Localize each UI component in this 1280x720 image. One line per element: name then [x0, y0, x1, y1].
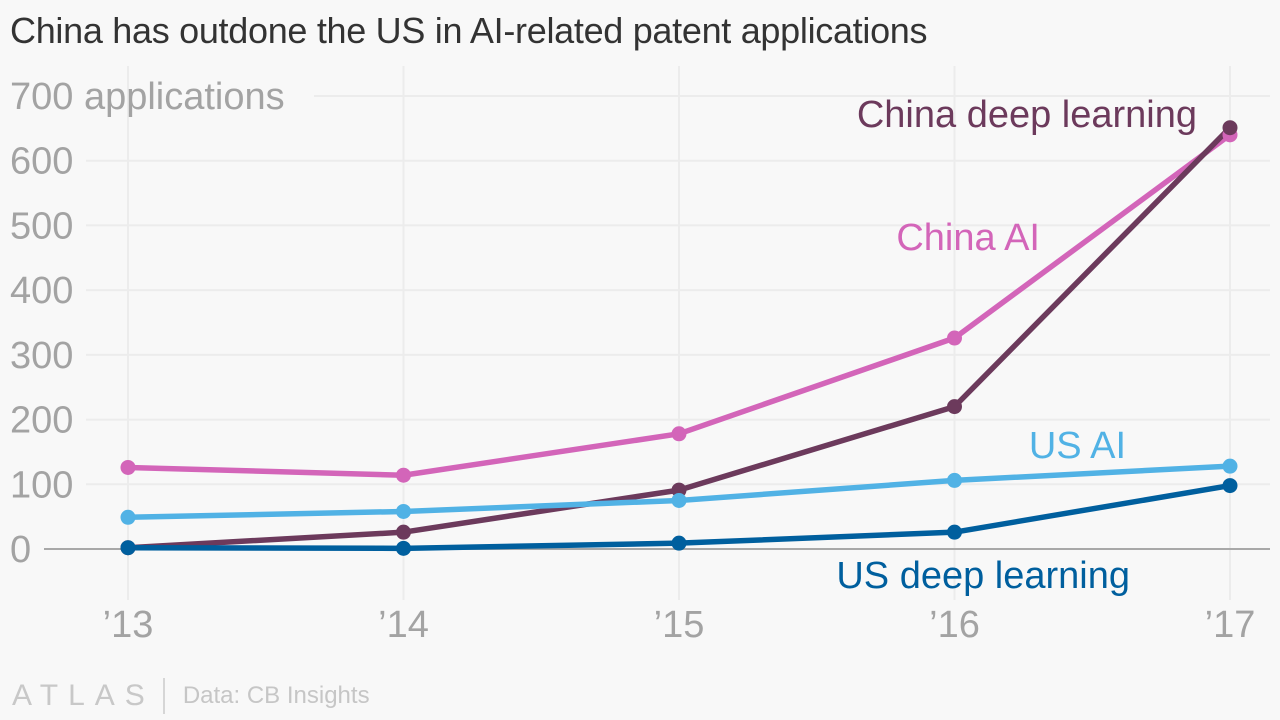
data-point-us-ai — [120, 509, 136, 525]
series-label-china-ai: China AI — [896, 217, 1040, 259]
data-source: Data: CB Insights — [182, 682, 370, 709]
y-tick-label: 500 — [10, 205, 73, 247]
x-tick-label: ’13 — [103, 604, 154, 646]
data-point-china-deep-learning — [1222, 120, 1238, 136]
data-point-us-ai — [671, 492, 687, 508]
series-label-us-deep-learning: US deep learning — [836, 555, 1130, 597]
data-point-china-ai — [396, 467, 411, 483]
data-point-us-ai — [1222, 458, 1238, 474]
footer-divider — [162, 678, 165, 714]
y-tick-label: 400 — [10, 270, 73, 312]
data-point-us-deep-learning — [671, 535, 687, 551]
y-tick-label: 200 — [10, 400, 73, 442]
data-point-china-deep-learning — [671, 482, 687, 498]
data-point-china-deep-learning — [947, 399, 962, 415]
gridlines — [44, 66, 1270, 600]
footer: ATLAS Data: CB Insights — [12, 676, 370, 716]
data-point-china-ai — [671, 426, 687, 442]
data-point-us-deep-learning — [120, 540, 136, 556]
y-tick-label: 100 — [10, 464, 73, 506]
x-axis: ’13 ’14 ’15 ’16 ’17 — [103, 604, 1256, 646]
series-label-china-deep-learning: China deep learning — [857, 94, 1197, 136]
series-labels: China AI China deep learning US AI US deep … — [836, 94, 1197, 597]
series-points — [120, 120, 1238, 556]
data-point-us-deep-learning — [947, 524, 962, 540]
x-tick-label: ’17 — [1205, 604, 1256, 646]
atlas-logo: ATLAS — [12, 679, 155, 712]
data-point-china-deep-learning — [396, 524, 411, 540]
data-point-us-ai — [947, 472, 962, 488]
data-point-us-deep-learning — [396, 540, 411, 556]
y-tick-label: 600 — [10, 141, 73, 183]
data-point-us-deep-learning — [1222, 478, 1238, 494]
x-tick-label: ’14 — [378, 604, 429, 646]
y-axis: 0 100 200 300 400 500 600 700 applications — [10, 76, 285, 571]
data-point-china-ai — [120, 459, 136, 475]
data-point-us-ai — [396, 503, 411, 519]
chart-title: China has outdone the US in AI-related p… — [10, 10, 928, 51]
y-tick-label: 700 applications — [10, 76, 285, 118]
y-tick-label: 300 — [10, 335, 73, 377]
x-tick-label: ’15 — [654, 604, 705, 646]
y-tick-label: 0 — [10, 529, 31, 571]
data-point-china-ai — [947, 330, 962, 346]
series-label-us-ai: US AI — [1029, 425, 1126, 467]
x-tick-label: ’16 — [929, 604, 980, 646]
